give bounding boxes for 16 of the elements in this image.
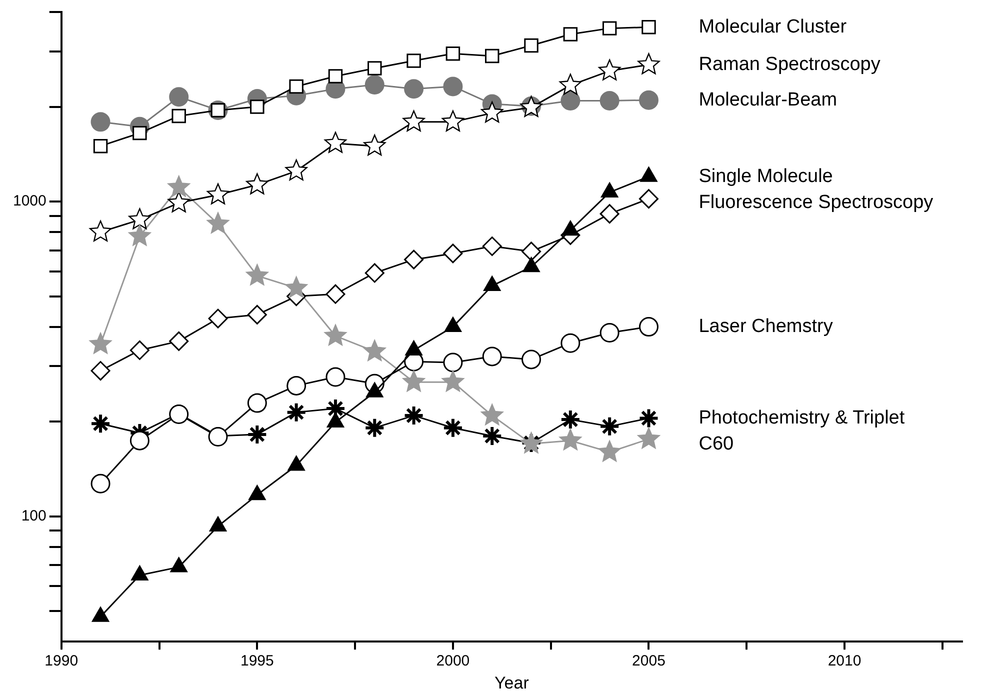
text: Fluorescence Spectroscopy: [698, 192, 934, 213]
text: Photochemistry & Triplet: [698, 407, 906, 428]
text: C60: [698, 433, 734, 454]
text: Single Molecule: [698, 166, 833, 187]
x-axis-title: Year: [494, 673, 530, 692]
text: Raman Spectroscopy: [698, 54, 881, 75]
x-tick-label: 2010: [828, 652, 862, 670]
x-tick-label: 2005: [632, 652, 666, 670]
y-tick-label: 1000: [12, 192, 46, 210]
x-tick-label: 1990: [44, 652, 78, 670]
x-tick-label: 2000: [436, 652, 470, 670]
text: Molecular-Beam: [698, 89, 838, 110]
text: Laser Chemstry: [698, 316, 834, 338]
text: Molecular Cluster: [698, 16, 848, 38]
y-tick-label: 100: [21, 507, 46, 524]
x-tick-label: 1995: [240, 652, 274, 670]
